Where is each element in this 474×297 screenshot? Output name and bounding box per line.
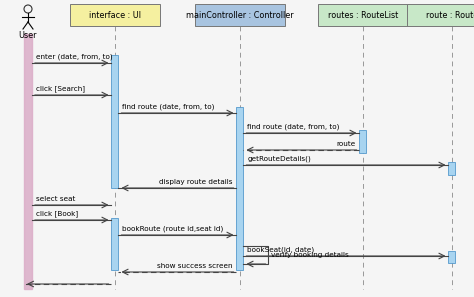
Text: bookSeat(id, date): bookSeat(id, date)	[247, 247, 315, 253]
Text: enter (date, from, to): enter (date, from, to)	[36, 53, 113, 60]
Bar	[111, 55, 118, 188]
Bar	[318, 4, 408, 26]
Text: verify booking details: verify booking details	[272, 252, 349, 258]
Text: routes : RouteList: routes : RouteList	[328, 10, 398, 20]
Bar	[70, 4, 160, 26]
Text: route : Route: route : Route	[426, 10, 474, 20]
Bar	[24, 34, 32, 289]
Text: getRouteDetails(): getRouteDetails()	[247, 156, 311, 162]
Text: User: User	[19, 31, 37, 40]
Text: find route (date, from, to): find route (date, from, to)	[247, 124, 340, 130]
Text: route: route	[336, 141, 356, 147]
Text: find route (date, from, to): find route (date, from, to)	[122, 103, 215, 110]
Text: display route details: display route details	[159, 179, 233, 185]
Text: show success screen: show success screen	[157, 263, 233, 269]
Text: bookRoute (route id,seat id): bookRoute (route id,seat id)	[122, 225, 224, 232]
Bar	[407, 4, 474, 26]
Bar	[195, 4, 285, 26]
Text: mainController : Controller: mainController : Controller	[186, 10, 294, 20]
Text: click [Search]: click [Search]	[36, 85, 85, 92]
Bar	[111, 218, 118, 270]
Bar	[237, 107, 244, 270]
Bar	[448, 162, 456, 175]
Text: click [Book]: click [Book]	[36, 210, 78, 217]
Bar	[448, 251, 456, 263]
Bar	[359, 130, 366, 153]
Text: interface : UI: interface : UI	[89, 10, 141, 20]
Text: select seat: select seat	[36, 196, 75, 202]
